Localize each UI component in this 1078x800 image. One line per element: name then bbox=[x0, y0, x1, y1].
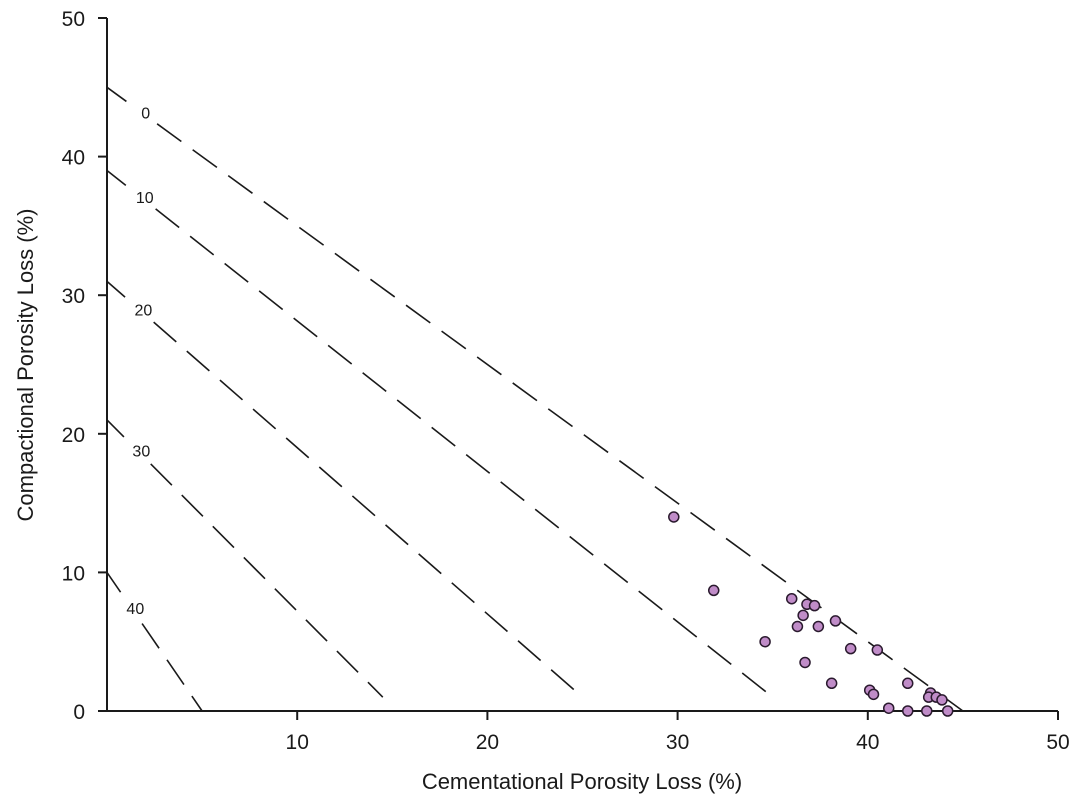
iso-line-20-lead bbox=[106, 280, 126, 298]
scatter-point bbox=[844, 642, 857, 655]
scatter-point bbox=[759, 635, 771, 648]
scatter-point bbox=[936, 694, 948, 706]
y-tick-label: 30 bbox=[62, 285, 85, 308]
scatter-point bbox=[901, 677, 914, 690]
scatter-point bbox=[941, 705, 954, 717]
scatter-point bbox=[829, 615, 842, 627]
iso-line-10-lead bbox=[106, 169, 127, 186]
x-tick-label: 30 bbox=[666, 731, 689, 754]
scatter-point bbox=[791, 620, 804, 633]
scatter-point bbox=[812, 620, 825, 633]
x-tick-label: 10 bbox=[286, 731, 309, 754]
iso-line-20 bbox=[153, 321, 584, 698]
x-axis-title: Cementational Porosity Loss (%) bbox=[422, 769, 742, 794]
scatter-point bbox=[901, 705, 914, 717]
axes bbox=[106, 18, 1058, 712]
y-tick-label: 40 bbox=[62, 147, 85, 170]
y-axis-title: Compactional Porosity Loss (%) bbox=[13, 208, 38, 521]
scatter-point bbox=[808, 599, 821, 612]
iso-line-label: 10 bbox=[136, 190, 154, 207]
iso-line-10 bbox=[155, 208, 774, 698]
scatter-point bbox=[785, 592, 798, 605]
iso-line-30-lead bbox=[106, 419, 125, 438]
data-points bbox=[668, 511, 954, 717]
scatter-point bbox=[825, 677, 838, 690]
scatter-point bbox=[867, 688, 880, 701]
scatter-point bbox=[921, 705, 933, 717]
iso-line-30 bbox=[150, 463, 384, 698]
scatter-point bbox=[871, 644, 884, 656]
scatter-point bbox=[707, 584, 720, 597]
x-tick-label: 20 bbox=[476, 731, 499, 754]
iso-line-label: 30 bbox=[132, 443, 150, 460]
scatter-point bbox=[882, 702, 895, 714]
iso-line-0 bbox=[156, 123, 964, 712]
y-tick-label: 0 bbox=[73, 701, 85, 724]
iso-line-40 bbox=[141, 623, 203, 712]
scatter-point bbox=[799, 656, 811, 669]
iso-line-40-lead bbox=[106, 571, 122, 593]
scatter-point bbox=[668, 511, 680, 523]
iso-line-label: 40 bbox=[126, 601, 144, 618]
y-tick-label: 20 bbox=[62, 424, 85, 447]
scatter-point bbox=[797, 609, 809, 622]
y-tick-label: 50 bbox=[62, 8, 85, 31]
iso-line-label: 0 bbox=[141, 106, 150, 123]
reference-lines: 0 10 20 30 40 bbox=[106, 86, 964, 712]
iso-line-0-lead bbox=[106, 86, 127, 103]
y-tick-label: 10 bbox=[62, 562, 85, 585]
ticks: 10 20 30 40 50 0 10 20 30 40 50 bbox=[62, 8, 1070, 754]
iso-line-label: 20 bbox=[134, 303, 152, 320]
x-tick-label: 50 bbox=[1046, 731, 1069, 754]
x-tick-label: 40 bbox=[856, 731, 879, 754]
